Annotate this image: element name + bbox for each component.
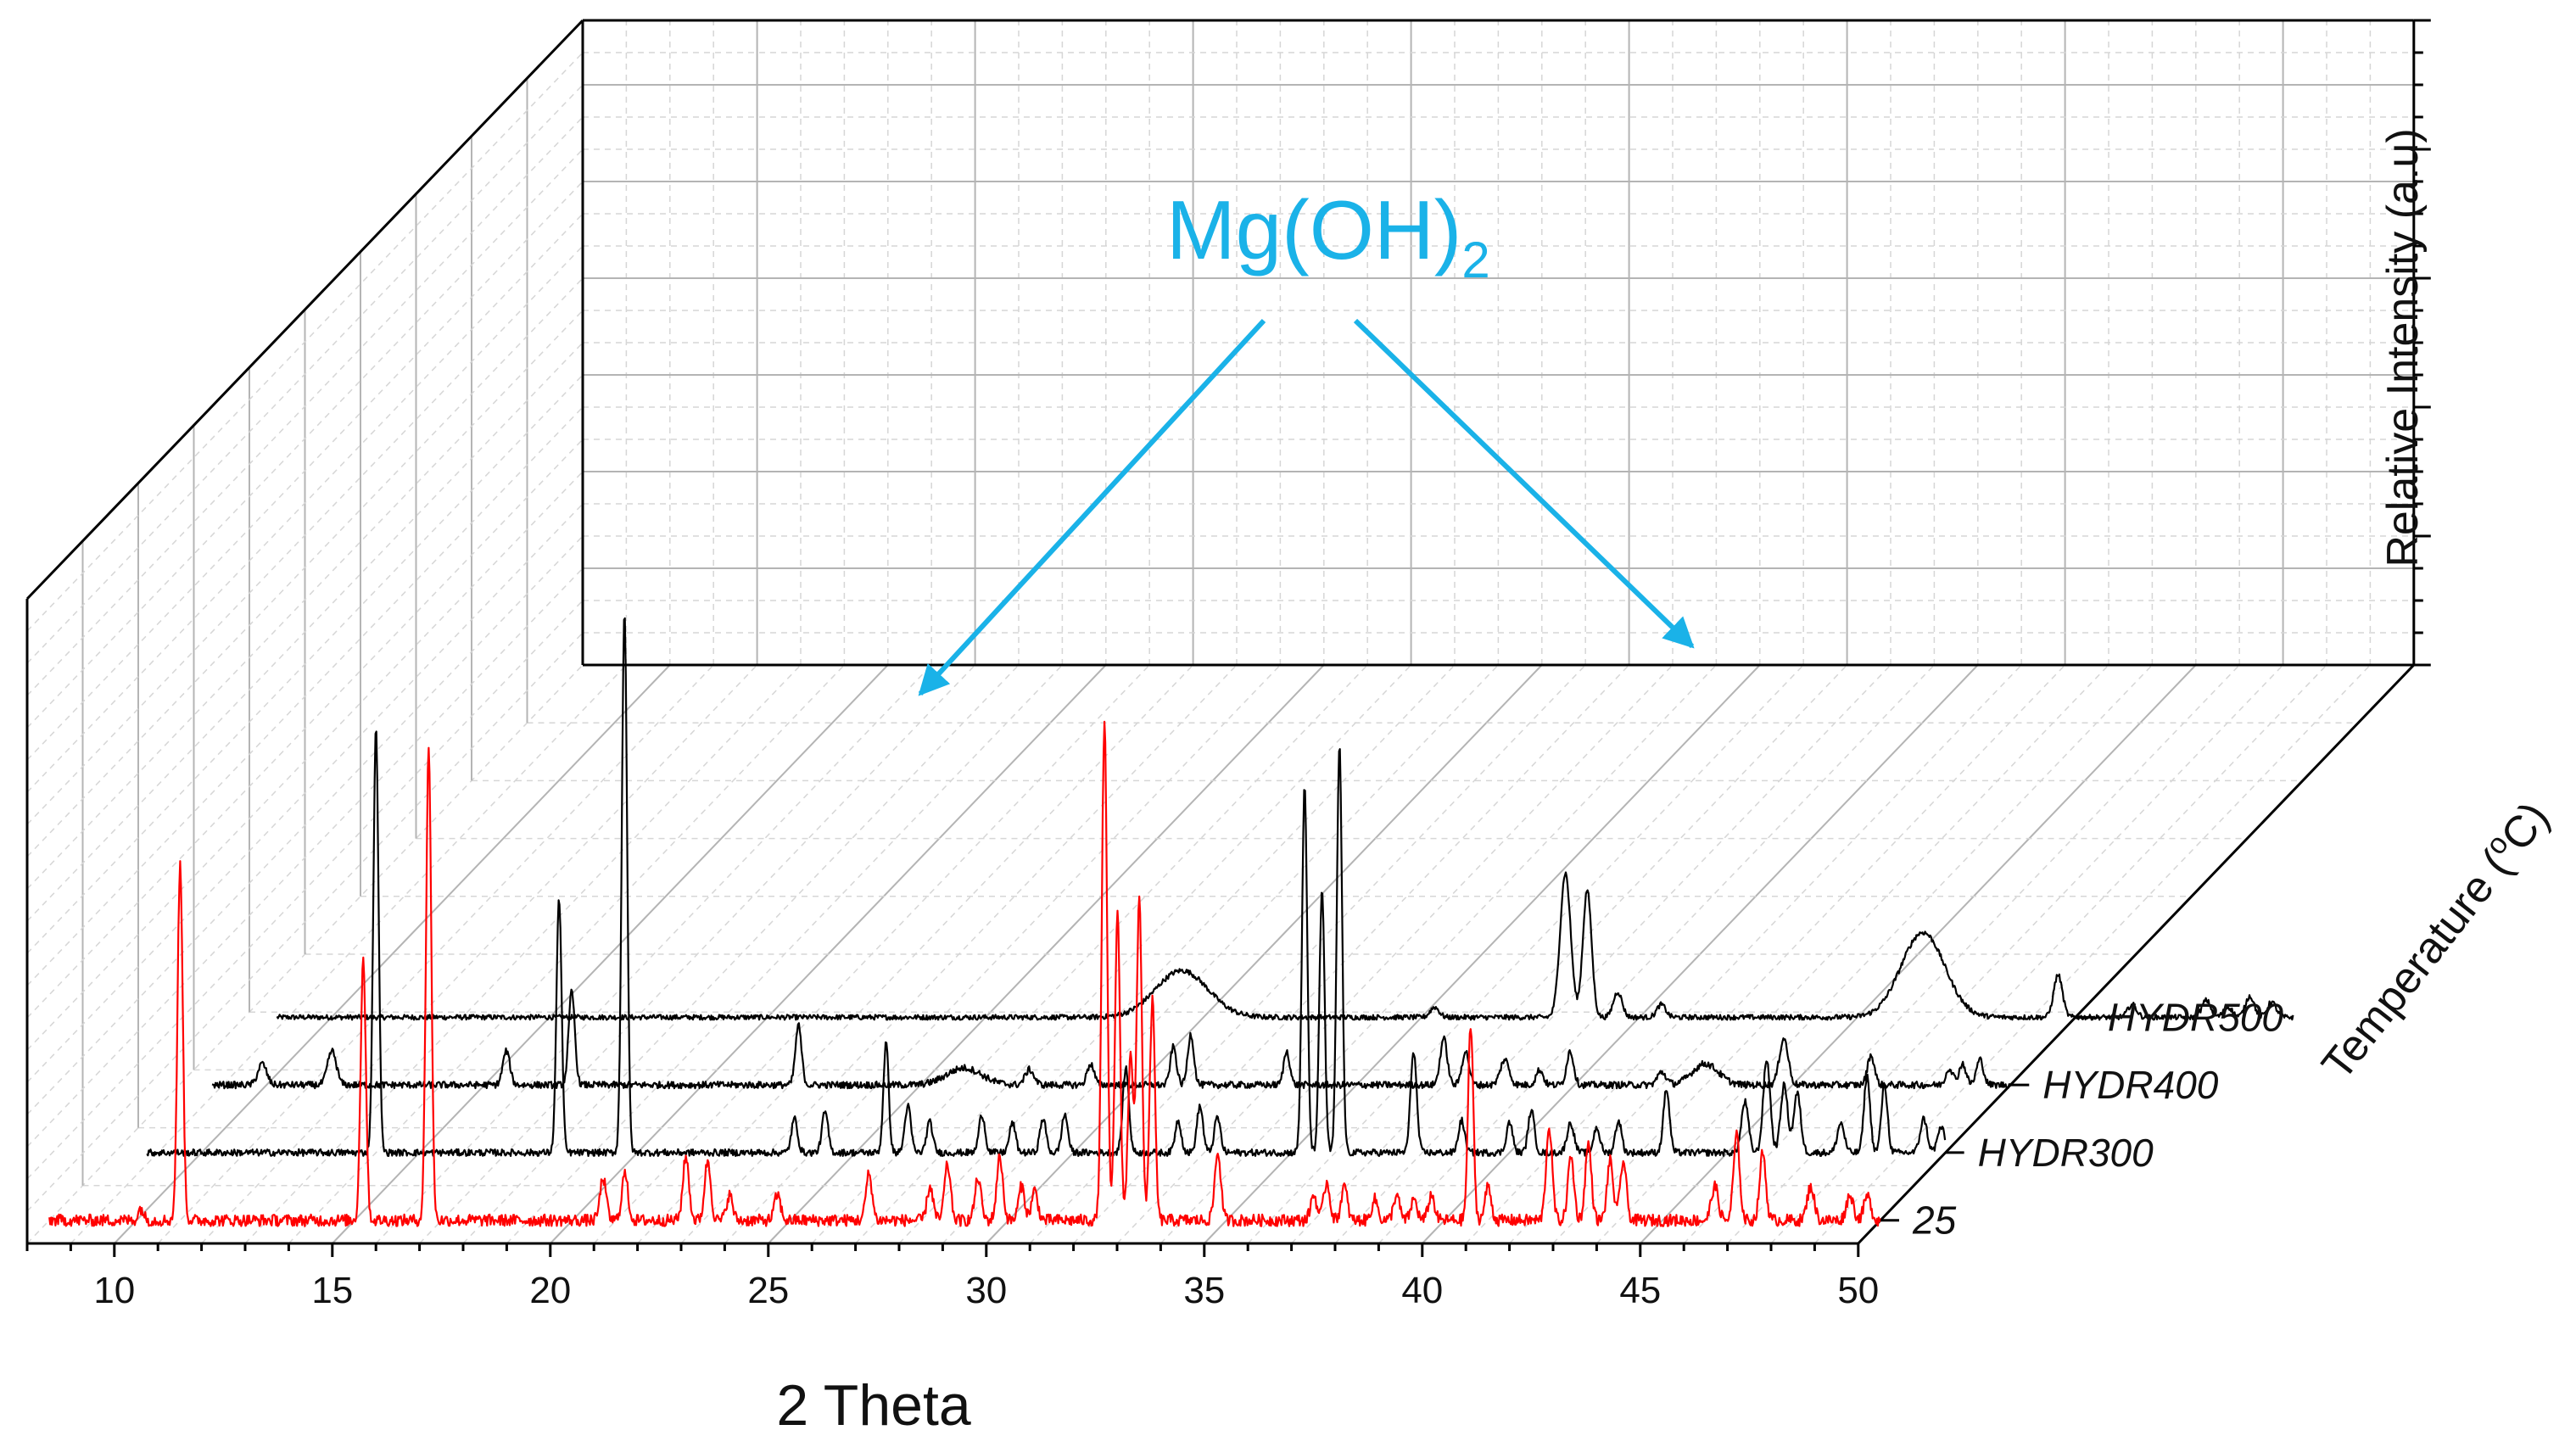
- x-tick-label: 15: [311, 1270, 353, 1311]
- left-grid-line: [26, 310, 584, 890]
- series-label: HYDR400: [2042, 1063, 2219, 1107]
- x-tick-label: 10: [93, 1270, 135, 1311]
- left-grid-line: [26, 503, 584, 1083]
- floor-grid-line: [1247, 664, 1804, 1244]
- floor-grid-line: [375, 664, 932, 1244]
- x-tick-label: 50: [1837, 1270, 1879, 1311]
- floor-grid-line: [1291, 664, 1848, 1244]
- left-grid-line: [26, 116, 584, 696]
- left-wall-grid: [26, 52, 584, 1212]
- floor-grid-line: [244, 664, 802, 1244]
- left-grid-line: [26, 84, 584, 664]
- left-grid-line: [26, 632, 584, 1212]
- left-grid-line: [26, 277, 584, 858]
- z-axis-ticks: HYDR500 HYDR400 HYDR300 25: [1880, 995, 2284, 1243]
- left-grid-line: [26, 213, 584, 793]
- annotation-arrow-left: [918, 318, 1266, 696]
- z-axis-line: [1857, 663, 2415, 1245]
- left-grid-line: [26, 567, 584, 1148]
- left-top-edge: [25, 19, 584, 601]
- y-axis-title: Relative Intensity (a.u): [2378, 128, 2428, 567]
- left-grid-line: [26, 52, 584, 632]
- series-layer: [48, 617, 2294, 1227]
- floor-grid-line: [288, 664, 845, 1244]
- x-tick-label: 20: [529, 1270, 571, 1311]
- series-label: HYDR500: [2108, 995, 2284, 1039]
- x-tick-label: 30: [965, 1270, 1007, 1311]
- series-line: [211, 988, 2011, 1090]
- annotation-arrow-right: [1353, 318, 1695, 649]
- x-tick-label: 45: [1619, 1270, 1661, 1311]
- left-grid-line: [26, 181, 584, 761]
- left-grid-line: [26, 374, 584, 954]
- series-label: 25: [1912, 1198, 1957, 1243]
- series-line: [48, 720, 1882, 1227]
- floor-grid-line: [1377, 664, 1935, 1244]
- left-grid-line: [26, 439, 584, 1019]
- floor-grid-line: [1159, 664, 1717, 1244]
- floor-grid-line: [1116, 664, 1674, 1244]
- left-grid-line: [26, 406, 584, 986]
- floor-grid-line: [157, 664, 714, 1244]
- floor-grid-line: [1073, 664, 1630, 1244]
- left-grid-line: [26, 471, 584, 1051]
- series-line: [146, 617, 1947, 1158]
- x-tick-label: 25: [747, 1270, 789, 1311]
- z-axis-title-prefix: Temperature (: [2312, 842, 2520, 1089]
- left-grid-line: [26, 148, 584, 729]
- floor-grid-line: [70, 664, 627, 1244]
- left-grid-line: [26, 245, 584, 825]
- x-tick-label: 40: [1401, 1270, 1443, 1311]
- series-line: [276, 871, 2294, 1021]
- x-axis-ticks: 10 15 20 25 30 35 40 45 50: [25, 1243, 1879, 1311]
- left-grid-line: [26, 342, 584, 922]
- floor-grid-line: [201, 664, 758, 1244]
- series-label: HYDR300: [1978, 1131, 2154, 1175]
- annotation-label: Mg(OH)2: [1166, 183, 1490, 288]
- back-wall-grid: [582, 20, 2415, 665]
- floor-grid-line: [332, 664, 889, 1244]
- floor-grid-line: [114, 664, 671, 1244]
- mgoh2-annotation: Mg(OH)2: [918, 183, 1695, 696]
- left-grid-line: [26, 600, 584, 1180]
- y-axis-ticks: [2413, 19, 2431, 667]
- annotation-label-sub: 2: [1461, 232, 1489, 288]
- floor-grid-line: [1334, 664, 1891, 1244]
- floor-grid-line: [986, 664, 1543, 1244]
- x-tick-label: 35: [1183, 1270, 1225, 1311]
- left-grid-line: [26, 535, 584, 1115]
- z-axis-title: Temperature (oC): [2311, 791, 2559, 1089]
- annotation-label-main: Mg(OH): [1166, 183, 1461, 277]
- floor-grid-line: [419, 664, 976, 1244]
- x-axis-title: 2 Theta: [776, 1373, 971, 1438]
